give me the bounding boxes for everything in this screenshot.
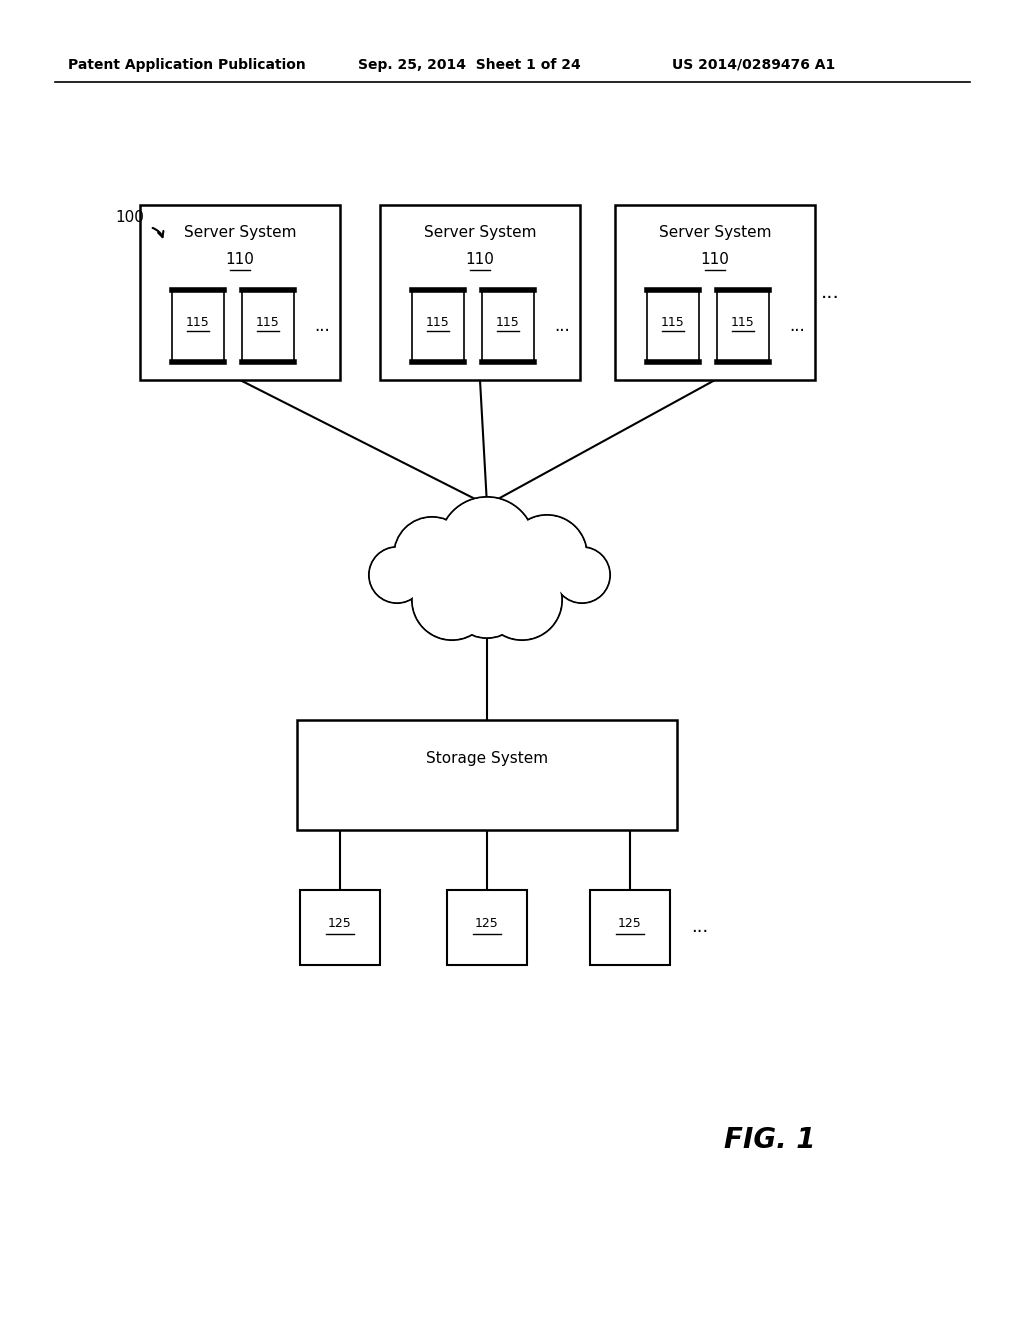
Circle shape (483, 561, 560, 639)
Bar (242, 290, 294, 362)
Circle shape (369, 546, 425, 603)
Text: Server System: Server System (658, 226, 771, 240)
Bar (647, 290, 699, 362)
Circle shape (394, 517, 470, 593)
Circle shape (395, 519, 469, 591)
Text: ...: ... (314, 317, 330, 335)
Text: 150: 150 (472, 574, 502, 590)
Circle shape (509, 516, 586, 594)
Circle shape (449, 562, 525, 638)
Text: 125: 125 (618, 917, 642, 931)
Bar (615, 205, 815, 380)
Circle shape (451, 564, 523, 636)
Text: 125: 125 (328, 917, 352, 931)
Text: 115: 115 (256, 315, 280, 329)
Text: 115: 115 (731, 315, 755, 329)
Bar (590, 890, 670, 965)
Text: Server System: Server System (183, 226, 296, 240)
Text: ...: ... (790, 317, 805, 335)
Text: 115: 115 (426, 315, 450, 329)
Text: 110: 110 (700, 252, 729, 268)
Text: US 2014/0289476 A1: US 2014/0289476 A1 (672, 58, 836, 73)
Text: ...: ... (554, 317, 570, 335)
Text: Server System: Server System (424, 226, 537, 240)
Bar (717, 290, 769, 362)
Bar (300, 890, 380, 965)
Circle shape (555, 549, 608, 602)
Bar (172, 290, 224, 362)
Circle shape (482, 560, 562, 640)
Circle shape (371, 549, 424, 602)
Bar (447, 890, 527, 965)
Bar (380, 205, 580, 380)
Text: 100: 100 (116, 210, 144, 226)
Circle shape (440, 499, 534, 591)
Circle shape (554, 546, 610, 603)
Text: 125: 125 (475, 917, 499, 931)
Text: FIG. 1: FIG. 1 (724, 1126, 816, 1154)
Bar (482, 290, 534, 362)
Circle shape (412, 560, 492, 640)
Text: Patent Application Publication: Patent Application Publication (68, 58, 306, 73)
Circle shape (507, 515, 587, 595)
Text: 115: 115 (662, 315, 685, 329)
Text: 115: 115 (186, 315, 210, 329)
Text: Sep. 25, 2014  Sheet 1 of 24: Sep. 25, 2014 Sheet 1 of 24 (358, 58, 581, 73)
Text: ...: ... (820, 282, 840, 301)
Circle shape (439, 498, 535, 593)
Bar (412, 290, 464, 362)
Text: 110: 110 (225, 252, 254, 268)
Text: ...: ... (691, 919, 709, 936)
Text: 120: 120 (472, 777, 502, 792)
Bar (140, 205, 340, 380)
Text: 110: 110 (466, 252, 495, 268)
Text: Storage System: Storage System (426, 751, 548, 766)
Text: 115: 115 (496, 315, 520, 329)
Bar (297, 719, 677, 830)
Circle shape (414, 561, 490, 639)
